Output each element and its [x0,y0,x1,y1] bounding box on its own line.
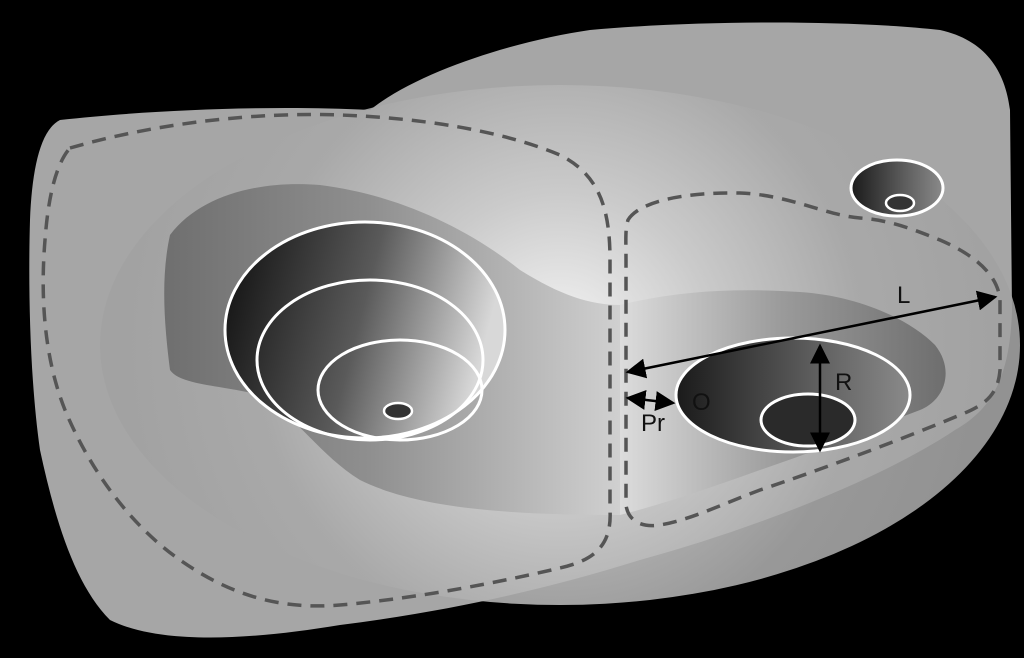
label-L: L [897,282,910,309]
contour-left-1 [223,220,507,440]
label-O: O [692,389,711,416]
contour-left-2 [255,278,485,442]
contour-left-3 [316,338,484,442]
label-Pr: Pr [641,410,665,437]
small-pit [849,158,945,218]
arrow-L [625,290,998,379]
dashed-boundary-right [624,191,1002,528]
contour-left-4 [382,401,414,421]
arrow-Pr [625,389,676,412]
contour-right-inner [759,392,857,448]
contour-small-inner [884,193,916,213]
label-R: R [835,369,852,396]
contour-small-outer [849,158,945,218]
dashed-boundary-left [41,112,612,608]
left-pit [223,220,507,442]
